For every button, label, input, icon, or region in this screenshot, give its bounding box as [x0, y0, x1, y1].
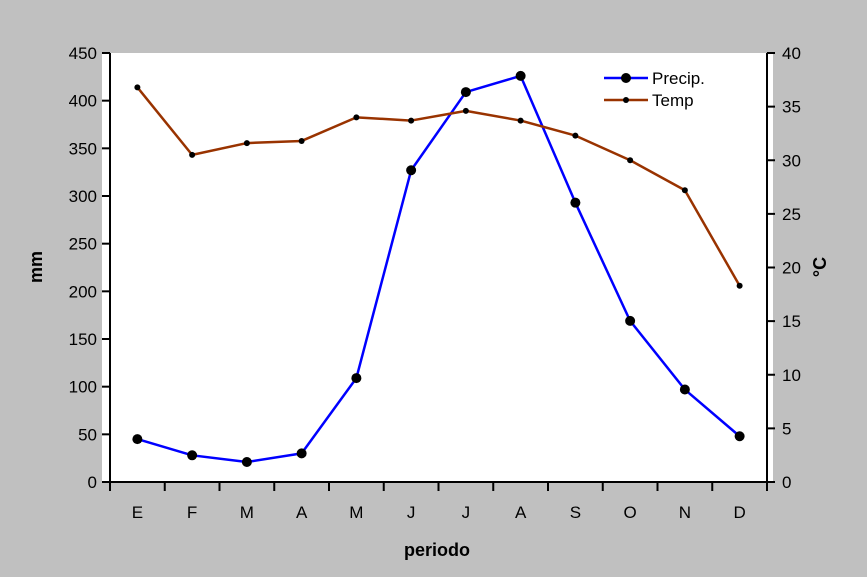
series-1-point [460, 87, 471, 98]
x-tick-label: J [462, 503, 471, 522]
left-tick-label: 200 [69, 282, 97, 301]
x-tick-label: F [187, 503, 197, 522]
legend-marker [623, 97, 629, 103]
series-2-point [134, 84, 141, 91]
x-tick-label: M [349, 503, 363, 522]
series-2-point [517, 117, 524, 124]
series-2-point [627, 157, 634, 164]
right-tick-label: 25 [782, 205, 801, 224]
right-tick-label: 0 [782, 473, 791, 492]
series-1-point [570, 197, 581, 208]
series-1-point [351, 373, 362, 384]
left-tick-label: 0 [88, 473, 97, 492]
right-tick-label: 5 [782, 419, 791, 438]
left-tick-label: 300 [69, 187, 97, 206]
plot-area [102, 53, 773, 482]
right-tick-label: 10 [782, 366, 801, 385]
left-tick-label: 250 [69, 235, 97, 254]
x-tick-label: D [733, 503, 745, 522]
x-tick-label: A [515, 503, 527, 522]
right-tick-label: 35 [782, 98, 801, 117]
series-1-point [187, 450, 198, 461]
right-tick-label: 30 [782, 151, 801, 170]
series-1-point [296, 448, 307, 459]
series-2-point [408, 117, 415, 124]
series-2-point [353, 114, 360, 121]
series-2-point [736, 282, 743, 289]
legend-label: Temp [652, 91, 694, 110]
series-1-point [406, 165, 417, 176]
series-line-1 [137, 74, 741, 464]
series-layer [132, 70, 745, 467]
legend-marker [621, 73, 631, 83]
series-1-point [515, 70, 526, 81]
left-tick-label: 50 [78, 425, 97, 444]
series-2-point [462, 107, 469, 114]
right-axis-title: °C [810, 257, 830, 277]
x-axis-title: periodo [404, 540, 470, 560]
x-tick-label: N [679, 503, 691, 522]
x-tick-label: E [132, 503, 143, 522]
series-1-point [625, 315, 636, 326]
right-tick-label: 20 [782, 259, 801, 278]
series-2-point [681, 187, 688, 194]
series-1-point [241, 456, 252, 467]
right-tick-label: 40 [782, 44, 801, 63]
x-tick-label: S [570, 503, 581, 522]
legend: Precip. Temp [604, 69, 705, 110]
series-line-2 [136, 86, 741, 287]
series-2-point [572, 132, 579, 139]
series-2-point [298, 137, 305, 144]
legend-label: Precip. [652, 69, 705, 88]
x-tick-label: A [296, 503, 308, 522]
series-1-point [734, 431, 745, 442]
left-tick-label: 350 [69, 139, 97, 158]
left-tick-label: 100 [69, 378, 97, 397]
axes: 0 50 100 150 200 250 300 350 400 450 0 5 10 15 20 25 30 3… [69, 44, 801, 522]
x-tick-label: O [624, 503, 637, 522]
x-tick-label: J [407, 503, 416, 522]
series-1-point [679, 384, 690, 395]
series-1-point [132, 434, 143, 445]
right-tick-label: 15 [782, 312, 801, 331]
x-tick-label: M [240, 503, 254, 522]
left-tick-label: 400 [69, 92, 97, 111]
left-axis-title: mm [26, 251, 46, 283]
series-2-point [243, 140, 250, 147]
left-tick-label: 150 [69, 330, 97, 349]
left-tick-label: 450 [69, 44, 97, 63]
series-2-point [189, 151, 196, 158]
